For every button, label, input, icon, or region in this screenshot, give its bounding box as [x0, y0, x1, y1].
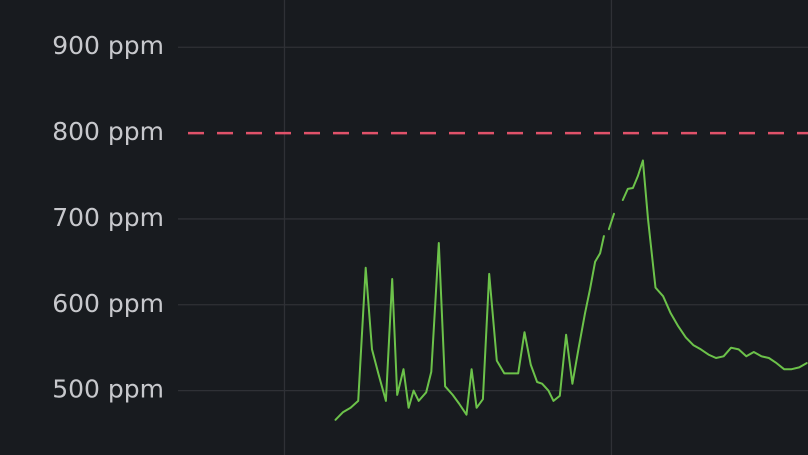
grid	[178, 0, 808, 455]
y-tick-label: 800 ppm	[52, 117, 164, 146]
series-layer	[334, 159, 808, 421]
y-tick-label: 600 ppm	[52, 289, 164, 318]
series-line	[621, 159, 808, 371]
y-tick-label: 500 ppm	[52, 375, 164, 404]
y-axis: 500 ppm 600 ppm 700 ppm 800 ppm 900 ppm	[52, 31, 164, 403]
series-line	[334, 235, 605, 421]
y-tick-label: 700 ppm	[52, 203, 164, 232]
y-tick-label: 900 ppm	[52, 31, 164, 60]
series-line	[607, 212, 615, 231]
